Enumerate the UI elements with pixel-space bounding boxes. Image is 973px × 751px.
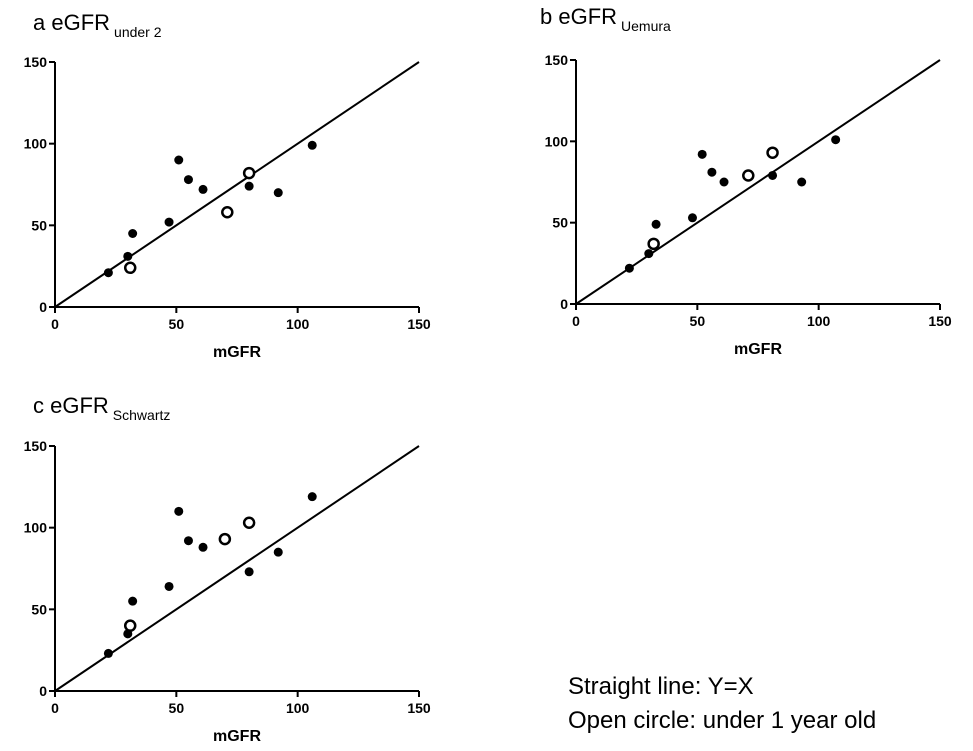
open-circle-point [123,261,137,275]
filled-circle-point [307,492,317,502]
filled-circle-point [164,581,174,591]
x-tick-label: 100 [286,700,310,716]
filled-circle-point [123,251,133,261]
filled-circle-point [687,213,697,223]
identity-line [54,61,420,308]
legend-line-text: Straight line: Y=X [568,673,754,700]
chart-panel-a: a eGFR under 2 0 50 100 150 0 50 100 150 mGFR [24,10,431,361]
x-tick-label: 0 [51,700,59,716]
x-tick-label: 100 [286,316,310,332]
filled-circle-point [624,263,634,273]
filled-circle-point [198,542,208,552]
x-tick-label: 0 [51,316,59,332]
y-tick-label: 0 [39,299,47,315]
chart-panel-b: b eGFR Uemura 0 50 100 150 0 50 100 150 mGFR [540,4,952,358]
open-circle-point [221,206,234,219]
filled-circle-point [697,149,707,159]
y-tick-label: 50 [31,601,47,617]
filled-circle-point [307,140,317,150]
chart-panel-c: c eGFR Schwartz 0 50 100 150 0 50 100 150 mGFR [24,393,431,745]
y-tick-label: 0 [560,296,568,312]
y-tick-label: 0 [39,683,47,699]
open-circle-point [242,516,256,530]
open-circle-point [218,532,232,546]
y-tick-label: 150 [24,438,48,454]
x-tick-label: 0 [572,313,580,329]
filled-circle-point [273,547,283,557]
x-tick-label: 150 [928,313,952,329]
panel-title: c eGFR Schwartz [33,393,170,423]
filled-circle-point [198,184,208,194]
filled-circle-point [103,268,113,278]
open-circle-point [123,619,137,632]
filled-circle-point [174,155,184,165]
panel-title: b eGFR Uemura [540,4,671,34]
x-axis-label: mGFR [734,341,782,358]
filled-circle-point [183,536,193,546]
filled-circle-point [707,167,717,177]
identity-line [575,59,941,305]
filled-circle-point [164,217,174,227]
legend-circle-text: Open circle: under 1 year old [568,707,877,734]
x-axis-label: mGFR [213,728,261,745]
y-tick-label: 50 [552,215,568,231]
filled-circle-point [244,181,254,191]
y-tick-label: 100 [24,136,48,152]
filled-circle-point [651,219,661,229]
x-tick-label: 150 [407,700,431,716]
open-circle-point [766,146,779,159]
y-tick-label: 100 [545,133,569,149]
panel-title: a eGFR under 2 [33,10,162,40]
filled-circle-point [273,188,283,198]
open-circle-point [647,237,660,251]
y-tick-label: 150 [24,54,48,70]
y-tick-label: 100 [24,520,48,536]
identity-line [54,445,420,692]
filled-circle-point [831,135,841,145]
filled-circle-point [128,596,138,606]
filled-circle-point [719,177,729,187]
x-tick-label: 100 [807,313,831,329]
filled-circle-point [183,175,193,185]
x-tick-label: 50 [169,700,185,716]
y-tick-label: 50 [31,217,47,233]
x-tick-label: 150 [407,316,431,332]
filled-circle-point [103,648,113,658]
filled-circle-point [644,249,654,259]
x-tick-label: 50 [690,313,706,329]
open-circle-point [242,166,256,180]
open-circle-point [742,169,755,182]
filled-circle-point [244,567,254,577]
filled-circle-point [174,506,184,516]
x-axis-label: mGFR [213,344,261,361]
filled-circle-point [768,170,778,180]
filled-circle-point [128,229,138,238]
x-tick-label: 50 [169,316,185,332]
y-tick-label: 150 [545,52,569,68]
filled-circle-point [797,177,807,187]
